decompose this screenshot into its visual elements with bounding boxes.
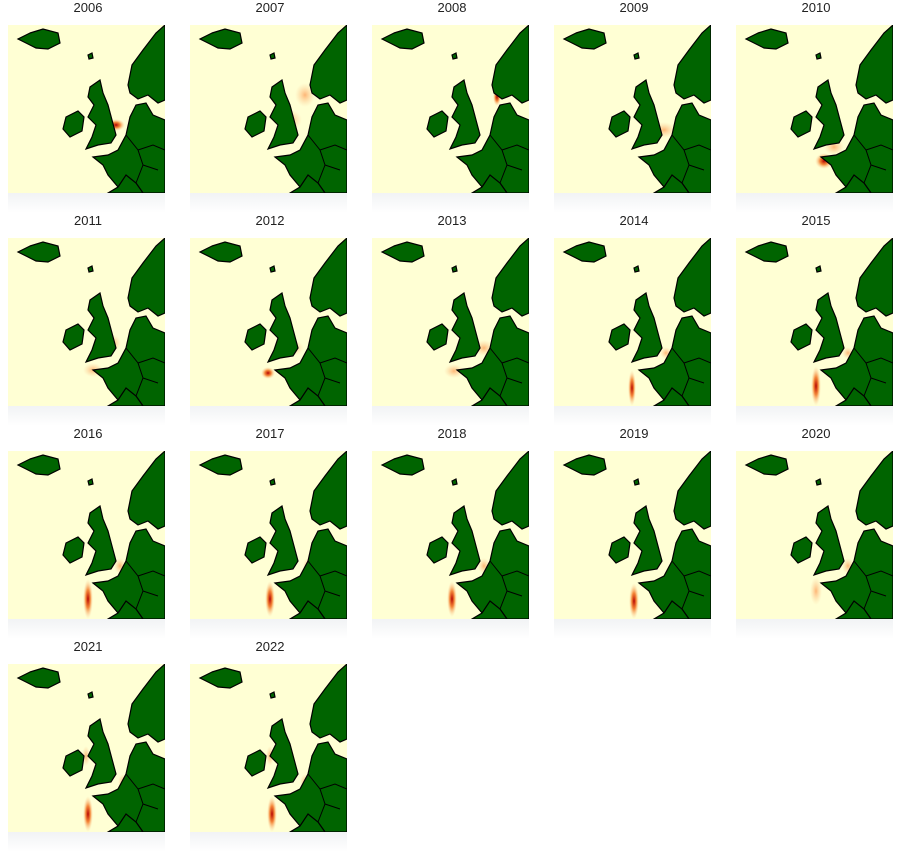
map-panel-2008: 2008 xyxy=(372,0,532,213)
density-hotspot xyxy=(810,577,822,605)
map-panel-2014: 2014 xyxy=(554,213,714,426)
density-map xyxy=(190,25,347,193)
country-borders xyxy=(489,347,529,397)
density-map xyxy=(190,451,347,619)
panel-shadow xyxy=(372,619,529,639)
country-borders xyxy=(489,560,529,610)
panel-year-title: 2021 xyxy=(73,639,103,654)
map-panel-2015: 2015 xyxy=(736,213,896,426)
panel-year-title: 2019 xyxy=(619,426,649,441)
density-hotspot xyxy=(811,366,821,406)
density-map xyxy=(372,25,529,193)
panel-year-title: 2009 xyxy=(619,0,649,15)
map-panel-2012: 2012 xyxy=(190,213,350,426)
map-panel-2022: 2022 xyxy=(190,639,350,852)
panel-shadow xyxy=(554,193,711,213)
country-borders xyxy=(853,134,893,184)
density-map xyxy=(736,451,893,619)
density-hotspot xyxy=(83,796,93,832)
country-borders xyxy=(125,134,165,184)
density-hotspot xyxy=(267,796,277,832)
density-map xyxy=(8,238,165,406)
country-borders xyxy=(125,560,165,610)
map-panel-2013: 2013 xyxy=(372,213,532,426)
panel-shadow xyxy=(554,406,711,426)
density-map xyxy=(554,238,711,406)
country-borders xyxy=(671,134,711,184)
map-panel-2011: 2011 xyxy=(8,213,168,426)
panel-shadow xyxy=(736,619,893,639)
panel-shadow xyxy=(8,406,165,426)
country-borders xyxy=(307,134,347,184)
country-borders xyxy=(125,347,165,397)
panel-shadow xyxy=(736,406,893,426)
map-panel-2016: 2016 xyxy=(8,426,168,639)
map-panel-2010: 2010 xyxy=(736,0,896,213)
map-panel-2020: 2020 xyxy=(736,426,896,639)
panel-year-title: 2011 xyxy=(74,213,102,228)
country-borders xyxy=(671,347,711,397)
panel-shadow xyxy=(8,193,165,213)
country-borders xyxy=(125,773,165,823)
country-borders xyxy=(489,134,529,184)
panel-year-title: 2007 xyxy=(255,0,285,15)
density-map xyxy=(8,664,165,832)
panel-year-title: 2008 xyxy=(437,0,467,15)
density-map xyxy=(8,25,165,193)
panel-shadow xyxy=(190,193,347,213)
density-hotspot xyxy=(82,746,90,766)
map-panel-2007: 2007 xyxy=(190,0,350,213)
density-hotspot xyxy=(628,370,636,406)
map-panel-2017: 2017 xyxy=(190,426,350,639)
panel-year-title: 2013 xyxy=(437,213,467,228)
density-map xyxy=(554,25,711,193)
panel-year-title: 2022 xyxy=(255,639,285,654)
panel-year-title: 2014 xyxy=(619,213,649,228)
density-hotspot xyxy=(629,583,639,619)
map-panel-2009: 2009 xyxy=(554,0,714,213)
panel-year-title: 2017 xyxy=(255,426,285,441)
map-panel-2018: 2018 xyxy=(372,426,532,639)
density-map xyxy=(736,238,893,406)
density-map xyxy=(554,451,711,619)
panel-year-title: 2010 xyxy=(801,0,831,15)
panel-shadow xyxy=(8,832,165,852)
map-panel-2019: 2019 xyxy=(554,426,714,639)
panel-shadow xyxy=(372,193,529,213)
density-hotspot xyxy=(83,579,93,619)
country-borders xyxy=(853,347,893,397)
density-map xyxy=(190,664,347,832)
density-hotspot xyxy=(295,83,315,107)
country-borders xyxy=(671,560,711,610)
density-map xyxy=(372,451,529,619)
density-hotspot xyxy=(261,367,275,379)
panel-year-title: 2020 xyxy=(801,426,831,441)
panel-shadow xyxy=(372,406,529,426)
panel-year-title: 2015 xyxy=(801,213,831,228)
map-panel-2006: 2006 xyxy=(8,0,168,213)
density-map xyxy=(372,238,529,406)
panel-year-title: 2012 xyxy=(255,213,285,228)
density-hotspot xyxy=(444,364,464,378)
panel-shadow xyxy=(8,619,165,639)
panel-year-title: 2006 xyxy=(73,0,103,15)
density-hotspot xyxy=(265,581,275,617)
country-borders xyxy=(307,773,347,823)
density-map xyxy=(736,25,893,193)
panel-shadow xyxy=(554,619,711,639)
panel-shadow xyxy=(736,193,893,213)
density-hotspot xyxy=(447,581,457,617)
density-map xyxy=(190,238,347,406)
map-panel-2021: 2021 xyxy=(8,639,168,852)
country-borders xyxy=(853,560,893,610)
panel-year-title: 2016 xyxy=(73,426,103,441)
panel-year-title: 2018 xyxy=(437,426,467,441)
panel-shadow xyxy=(190,619,347,639)
country-borders xyxy=(307,347,347,397)
panel-shadow xyxy=(190,406,347,426)
panel-shadow xyxy=(190,832,347,852)
density-map xyxy=(8,451,165,619)
country-borders xyxy=(307,560,347,610)
